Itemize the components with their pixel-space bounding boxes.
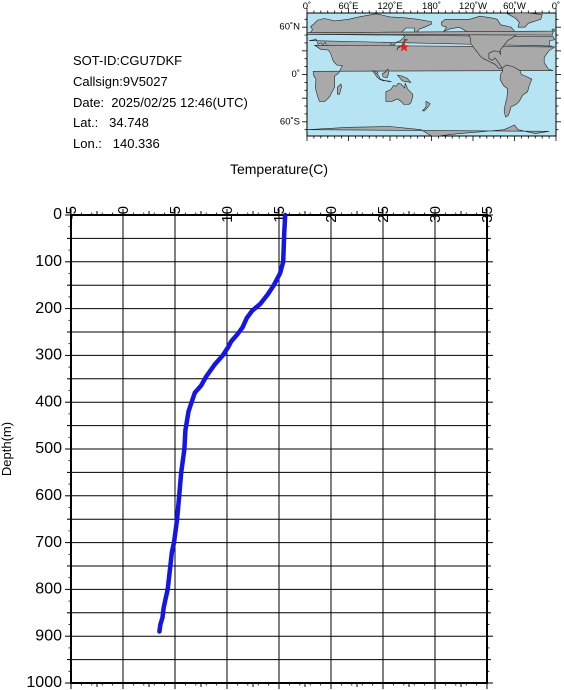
map-land-new-guinea: [396, 74, 412, 83]
map-land-new-zealand: [421, 100, 431, 112]
latitude-text: Lat.: 34.748: [73, 115, 149, 130]
longitude-text: Lon.: 140.336: [73, 136, 160, 151]
map-lat-label: 0˚: [292, 69, 300, 80]
callsign-text: Callsign:9V5027: [73, 74, 168, 89]
y-tick-label: 300: [35, 347, 62, 364]
map-land-madagascar: [337, 83, 342, 95]
y-tick-label: 700: [35, 534, 62, 551]
map-lon-label: 60˚W: [503, 1, 526, 12]
date-text: Date: 2025/02/25 12:46(UTC): [73, 95, 248, 110]
temperature-series-line: [157, 212, 288, 634]
map-lon-labels: 0˚ 60˚E 120˚E 180˚ 120˚W 60˚W 0˚: [303, 1, 560, 12]
map-ticks: [302, 8, 561, 141]
map-lat-label: 60˚S: [280, 116, 300, 127]
map-land-antarctica: [306, 124, 550, 137]
map-land-australia: [385, 82, 414, 105]
y-tick-labels: 0 100 200 300 400 500 600 700 800 900 1000: [26, 206, 62, 690]
ship-position-marker: [398, 41, 410, 52]
y-tick-label: 800: [35, 581, 62, 598]
y-tick-label: 200: [35, 300, 62, 317]
map-lon-label: 180˚: [422, 1, 441, 12]
x-tick-label: -5: [63, 206, 80, 219]
map-lon-label: 0˚: [552, 1, 560, 12]
plot-frame: [70, 214, 488, 684]
map-land-borneo: [382, 68, 389, 79]
y-tick-label: 600: [35, 487, 62, 504]
map-lon-label: 120˚W: [459, 1, 487, 12]
map-lon-label: 60˚E: [338, 1, 358, 12]
y-tick-label: 100: [35, 253, 62, 270]
x-tick-label: 0: [115, 206, 132, 214]
grid-lines: [71, 215, 487, 683]
y-tick-label: 400: [35, 393, 62, 410]
y-tick-label: 900: [35, 627, 62, 644]
map-lon-label: 0˚: [303, 1, 311, 12]
y-axis-label: Depth(m): [0, 422, 14, 476]
map-land-british-isles: [306, 28, 556, 36]
y-tick-label: 1000: [26, 674, 62, 690]
map-lat-label: 60˚N: [279, 22, 300, 33]
map-lat-labels: 60˚N 0˚ 60˚S: [279, 22, 300, 128]
sot-id-text: SOT-ID:CGU7DKF: [73, 53, 183, 68]
x-tick-label: 5: [167, 206, 184, 214]
map-land-indonesia: [372, 70, 392, 82]
x-axis-label: Temperature(C): [230, 161, 328, 177]
world-map: 0˚ 60˚E 120˚E 180˚ 120˚W 60˚W 0˚ 60˚N0˚60˚S: [279, 1, 561, 141]
map-lon-label: 120˚E: [377, 1, 402, 12]
map-land: [306, 12, 556, 137]
y-tick-label: 500: [35, 440, 62, 457]
y-tick-label: 0: [53, 206, 62, 223]
map-land-south-america: [499, 64, 533, 118]
